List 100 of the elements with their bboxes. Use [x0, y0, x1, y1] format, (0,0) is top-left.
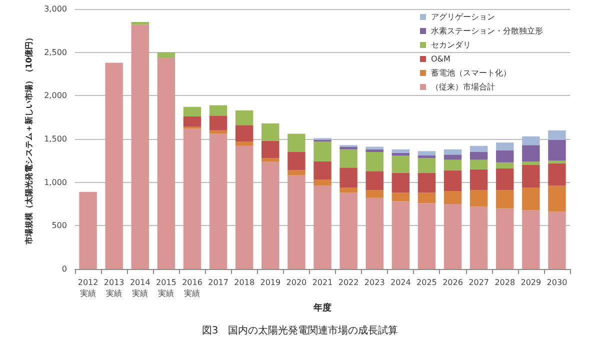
bar: [235, 125, 254, 142]
bar: [183, 116, 202, 127]
x-tick-label: 2023: [364, 278, 385, 287]
bar: [288, 134, 306, 152]
bar: [470, 190, 488, 207]
bar: [470, 146, 488, 152]
bar: [496, 150, 514, 162]
x-tick-label: 2013 実績: [104, 278, 124, 298]
bar: [340, 168, 358, 188]
x-tick-label: 2014 実績: [130, 278, 150, 298]
bar: [496, 208, 514, 269]
y-tick-label: 1,000: [44, 178, 67, 187]
x-tick-label: 2021: [312, 278, 333, 287]
bar: [444, 160, 462, 170]
bar: [262, 140, 280, 158]
x-tick-label: 2020: [286, 278, 307, 287]
x-tick-label: 2029: [520, 278, 542, 287]
bar: [235, 142, 254, 146]
bar: [288, 152, 306, 170]
bar: [392, 172, 410, 193]
bar: [209, 105, 228, 116]
x-tick-label: 2015 実績: [156, 278, 176, 298]
bar: [183, 128, 202, 269]
x-tick-label: 2025: [416, 278, 437, 287]
bar: [470, 206, 488, 269]
bar: [444, 204, 462, 269]
x-tick-label: 2016 実績: [182, 278, 202, 298]
bar: [522, 162, 540, 165]
bar: [288, 170, 306, 176]
y-axis-title: 市場規模（太陽光発電システム＋新しい市場）（10億円）: [24, 33, 34, 246]
bar: [418, 158, 436, 173]
legend-label: （従来）市場合計: [431, 82, 495, 92]
bar: [235, 110, 254, 126]
bar: [288, 175, 306, 269]
bar: [105, 62, 123, 269]
bar: [418, 172, 436, 193]
bar: [496, 168, 514, 190]
bar: [131, 24, 149, 269]
y-tick-label: 2,500: [44, 48, 67, 57]
legend-label: 蓄電池（スマート化）: [431, 68, 511, 78]
bar: [392, 152, 410, 156]
bar: [340, 146, 358, 150]
bar: [548, 130, 566, 140]
bar: [183, 106, 202, 116]
bar: [496, 190, 514, 208]
bar: [470, 152, 488, 160]
bar: [209, 134, 228, 269]
bar: [418, 203, 436, 269]
x-tick-label: 2017: [208, 278, 228, 287]
bar: [366, 149, 384, 152]
bar: [235, 146, 254, 269]
bar: [444, 191, 462, 204]
y-tick-label: 500: [52, 221, 67, 230]
x-tick-label: 2019: [260, 278, 281, 287]
bar: [392, 192, 410, 202]
bar: [314, 180, 332, 186]
bar: [470, 169, 488, 190]
bar: [392, 149, 410, 153]
bar: [262, 162, 280, 269]
bar: [392, 201, 410, 269]
x-tick-label: 2012 実績: [78, 278, 98, 298]
y-tick-label: 3,000: [44, 4, 67, 14]
bar: [548, 163, 566, 186]
bar: [131, 22, 149, 25]
y-tick-label: 2,000: [44, 91, 67, 100]
bar: [340, 149, 358, 168]
bar: [418, 151, 436, 156]
bar: [418, 155, 436, 158]
bar: [548, 186, 566, 212]
bar: [366, 146, 384, 150]
bar: [340, 192, 358, 269]
bar: [340, 188, 358, 193]
bar: [392, 155, 410, 173]
bar: [157, 52, 176, 58]
legend-label: アグリゲーション: [431, 12, 495, 22]
legend-label: O&M: [431, 54, 451, 64]
bar: [366, 152, 384, 172]
bar: [496, 142, 514, 150]
x-axis-title: 年度: [312, 302, 332, 314]
bar: [522, 210, 540, 269]
bar: [314, 186, 332, 269]
y-tick-label: 1,500: [44, 134, 67, 144]
bar: [314, 142, 332, 162]
bar: [444, 170, 462, 191]
bar: [522, 188, 540, 210]
bar: [209, 130, 228, 134]
y-tick-label: 0: [62, 264, 67, 274]
bar: [522, 145, 540, 162]
bar: [157, 58, 176, 269]
legend-label: セカンダリ: [431, 40, 471, 50]
bar: [366, 190, 384, 198]
bar: [548, 212, 566, 269]
legend-label: 水素ステーション・分散独立形: [431, 26, 543, 36]
bar: [444, 154, 462, 160]
x-tick-label: 2018: [234, 278, 255, 287]
x-tick-label: 2027: [468, 278, 489, 287]
x-tick-label: 2022: [338, 278, 359, 287]
bar: [262, 158, 280, 162]
bar: [366, 198, 384, 269]
bar: [496, 162, 514, 168]
